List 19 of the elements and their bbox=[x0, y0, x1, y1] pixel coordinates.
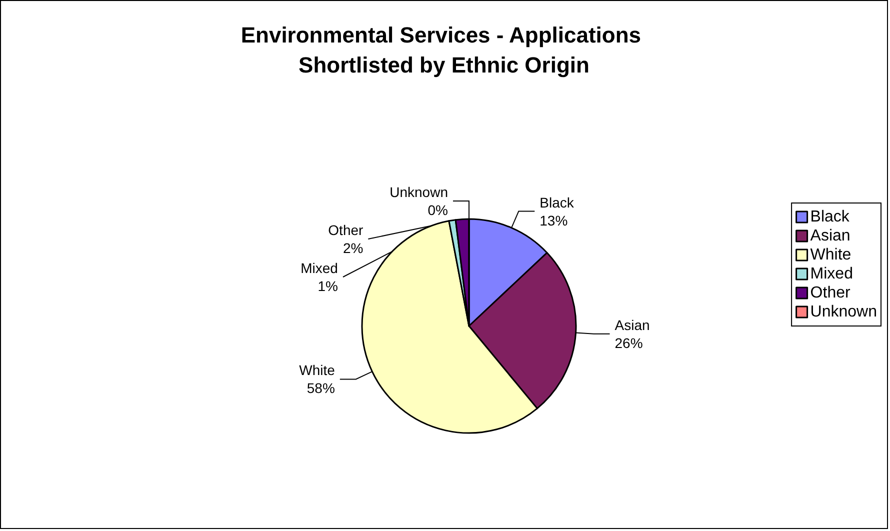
data-label: 13% bbox=[540, 212, 568, 228]
data-label: 58% bbox=[306, 380, 335, 396]
legend-label: Other bbox=[810, 284, 851, 302]
legend-label: Unknown bbox=[810, 304, 877, 320]
slice-label: Other bbox=[328, 222, 364, 238]
slice-label: Black bbox=[540, 194, 575, 210]
data-label: 2% bbox=[342, 240, 364, 256]
data-label: 1% bbox=[318, 278, 338, 294]
legend-label: Asian bbox=[810, 228, 850, 244]
slice-label: Asian bbox=[614, 316, 650, 333]
text: 0% bbox=[428, 202, 448, 218]
legend-label: Black bbox=[810, 208, 850, 226]
chart-title: Environmental Services - Applications Shortlisted by Ethnic Origin bbox=[240, 22, 648, 78]
legend-label: Mixed bbox=[810, 266, 853, 282]
slice-label: White bbox=[299, 362, 336, 378]
slice-label: Mixed bbox=[300, 260, 338, 276]
category-label: Unknown bbox=[390, 184, 448, 200]
data-label: 26% bbox=[614, 334, 643, 351]
legend-label: White bbox=[810, 246, 852, 264]
